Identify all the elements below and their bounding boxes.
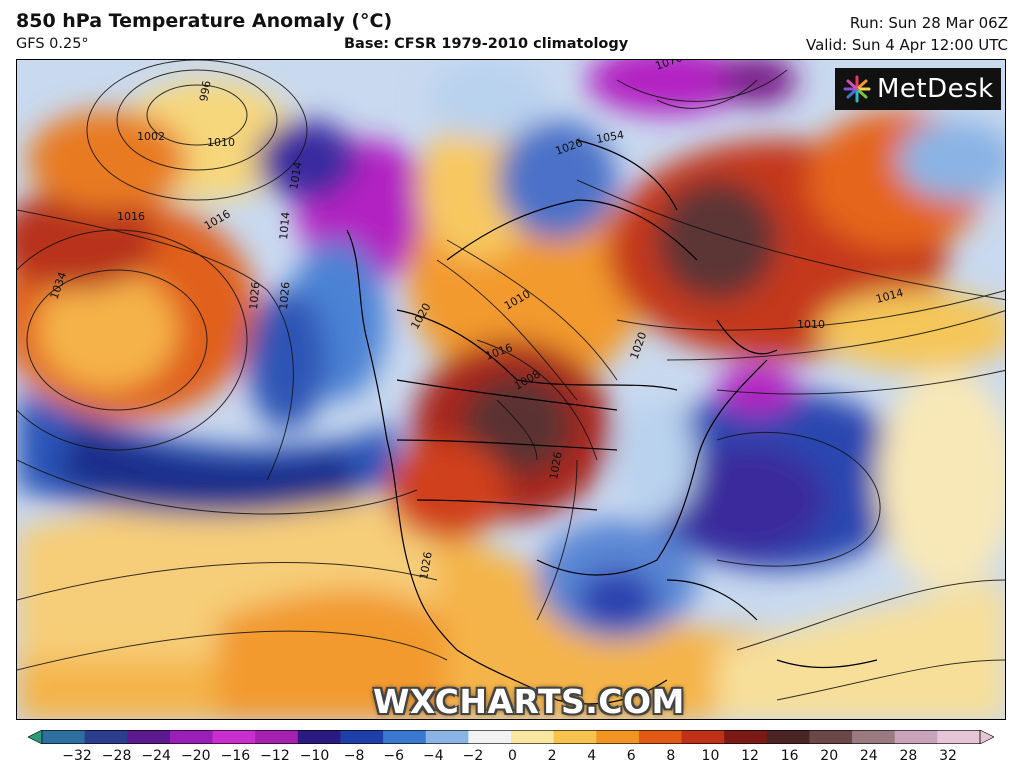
colorbar-tick-label: 4 [587,748,597,764]
colorbar-tick-label: 8 [666,748,676,764]
colorbar [28,730,994,744]
anomaly-map: 996 1002 1010 1016 1016 1034 1026 1014 1026 1020 1… [16,59,1006,720]
colorbar-tick-label: −32 [62,748,92,764]
metdesk-logo: MetDesk [835,68,1001,110]
colorbar-segment [724,730,768,744]
colorbar-tick-label: −12 [260,748,290,764]
colorbar-segment [894,730,938,744]
colorbar-segment [297,730,342,744]
colorbar-segment [937,730,981,744]
isobar-label: 1026 [277,281,292,310]
isobar-label: 1016 [117,210,145,223]
colorbar-tick-label: 32 [939,748,957,764]
colorbar-tick-label: −10 [299,748,330,764]
colorbar-tick-label: −8 [343,748,365,764]
colorbar-segment [255,730,299,744]
colorbar-segment [511,730,555,744]
colorbar-tick-label: −2 [462,748,484,764]
coastlines [346,139,878,705]
colorbar-tick-label: −16 [220,748,251,764]
colorbar-tick-label: 28 [899,748,918,764]
model-label: GFS 0.25° [16,36,89,52]
colorbar-tick-label: 20 [820,748,839,764]
colorbar-segment [169,730,214,744]
colorbar-ticks: −32 −28 −24 −20 −16 −12 −10 −8 −6 −4 −2 0 2 4 6 8 10 12 16… [0,748,1024,770]
colorbar-tick-label: 6 [626,748,636,764]
colorbar-segment [852,730,896,744]
isobar-label: 1054 [595,128,625,146]
colorbar-tick-label: 10 [701,748,720,764]
run-time-label: Run: Sun 28 Mar 06Z [849,14,1008,32]
logo-text: MetDesk [877,74,994,104]
colorbar-tick-label: −28 [101,748,132,764]
colorbar-tick-label: −6 [383,748,405,764]
isobar-label: 1014 [287,161,305,191]
isobar-label: 1026 [547,451,565,481]
colorbar-segment [638,730,683,744]
colorbar-max-arrow [979,730,994,744]
colorbar-segment [383,730,427,744]
colorbar-segment [468,730,512,744]
colorbar-segment [42,730,86,744]
colorbar-segment [809,730,853,744]
colorbar-tick-label: −4 [422,748,444,764]
colorbar-tick-label: 0 [508,748,517,764]
colorbar-segment [553,730,597,744]
colorbar-tick-label: 24 [859,748,878,764]
colorbar-tick-label: −20 [180,748,211,764]
isobar-label: 1002 [137,130,165,143]
isobar-label: 1026 [247,281,262,310]
colorbar-tick-label: 2 [547,748,557,764]
valid-time-label: Valid: Sun 4 Apr 12:00 UTC [805,36,1008,54]
wxcharts-watermark: WXCHARTS.COM [373,682,685,720]
climatology-base-label: Base: CFSR 1979-2010 climatology [344,36,629,52]
colorbar-segment [84,730,128,744]
colorbar-segment [340,730,384,744]
colorbar-tick-label: 12 [741,748,759,764]
colorbar-segment [212,730,256,744]
colorbar-segment [766,730,811,744]
colorbar-tick-label: −24 [141,748,171,764]
isobar-lines [17,60,1005,701]
colorbar-segment [127,730,171,744]
colorbar-segment [681,730,725,744]
starburst-icon [843,75,871,103]
colorbar-segment [596,730,640,744]
chart-title: 850 hPa Temperature Anomaly (°C) [16,10,393,32]
colorbar-segment [425,730,469,744]
isobar-label: 1010 [207,136,235,149]
isobar-label: 1014 [277,211,292,240]
isobar-label: 1010 [797,318,825,331]
isobar-label: 996 [197,80,213,103]
isobar-label: 1026 [417,551,435,581]
colorbar-tick-label: 16 [780,748,799,764]
colorbar-min-arrow [28,730,43,744]
